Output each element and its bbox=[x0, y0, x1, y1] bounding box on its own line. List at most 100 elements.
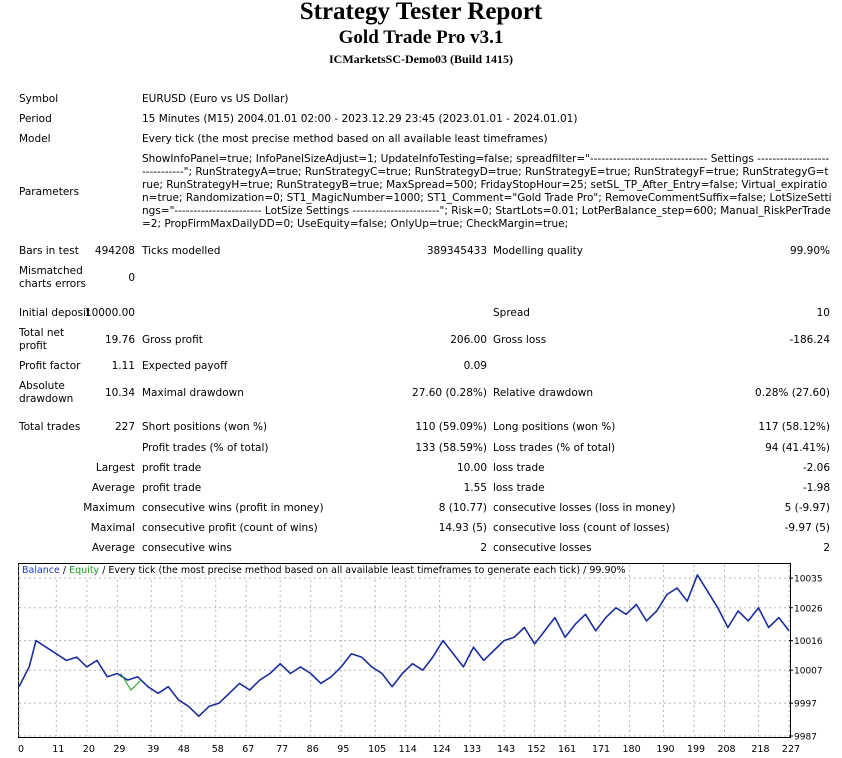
reldd-value: 0.28% (27.60) bbox=[755, 387, 830, 399]
x-tick-label: 48 bbox=[178, 744, 190, 755]
y-tick-label: 10007 bbox=[794, 667, 823, 677]
grossloss-value: -186.24 bbox=[789, 334, 830, 346]
ticks-value: 389345433 bbox=[426, 245, 487, 257]
long-label: Long positions (won %) bbox=[493, 421, 616, 433]
average-loss-label: loss trade bbox=[493, 482, 545, 494]
x-tick-label: 20 bbox=[83, 744, 95, 755]
ticks-label: Ticks modelled bbox=[142, 245, 221, 257]
grossprofit-label: Gross profit bbox=[142, 334, 203, 346]
parameters-value: ShowInfoPanel=true; InfoPanelSizeAdjust=… bbox=[142, 153, 832, 230]
x-tick-label: 67 bbox=[242, 744, 254, 755]
long-value: 117 (58.12%) bbox=[758, 421, 830, 433]
average-profit-label: profit trade bbox=[142, 482, 202, 494]
mismatch-label-2: charts errors bbox=[19, 278, 86, 290]
bars-label: Bars in test bbox=[19, 245, 79, 257]
x-tick-label: 95 bbox=[337, 744, 349, 755]
max-wins-value: 8 (10.77) bbox=[438, 502, 487, 514]
avgcons-losses-label: consecutive losses bbox=[493, 542, 592, 554]
x-tick-label: 199 bbox=[687, 744, 705, 755]
x-tick-label: 11 bbox=[52, 744, 64, 755]
short-label: Short positions (won %) bbox=[142, 421, 268, 433]
x-tick-label: 171 bbox=[592, 744, 610, 755]
server-build: ICMarketsSC-Demo03 (Build 1415) bbox=[329, 52, 513, 66]
mismatch-value: 0 bbox=[128, 272, 135, 284]
profitfactor-value: 1.11 bbox=[111, 360, 135, 372]
quality-label: Modelling quality bbox=[493, 245, 583, 257]
y-tick-label: 10016 bbox=[794, 637, 823, 647]
payoff-label: Expected payoff bbox=[142, 360, 228, 372]
maxdd-label: Maximal drawdown bbox=[142, 387, 244, 399]
x-tick-label: 29 bbox=[113, 744, 125, 755]
x-tick-label: 39 bbox=[147, 744, 159, 755]
average-profit-value: 1.55 bbox=[463, 482, 487, 494]
x-tick-label: 77 bbox=[276, 744, 288, 755]
legend-equity: Equity bbox=[69, 565, 100, 576]
largest-profit-label: profit trade bbox=[142, 462, 202, 474]
avgcons-losses-value: 2 bbox=[823, 542, 830, 554]
parameters-label: Parameters bbox=[19, 186, 80, 198]
absdd-value: 10.34 bbox=[104, 387, 135, 399]
y-tick-label: 9987 bbox=[794, 733, 817, 743]
mismatch-label-1: Mismatched bbox=[19, 265, 83, 277]
maximal-loss-value: -9.97 (5) bbox=[784, 522, 830, 534]
y-tick-label: 9997 bbox=[794, 700, 817, 710]
x-tick-label: 208 bbox=[717, 744, 735, 755]
largest-loss-label: loss trade bbox=[493, 462, 545, 474]
average-loss-value: -1.98 bbox=[802, 482, 830, 494]
netprofit-label-1: Total net bbox=[19, 327, 65, 339]
bars-value: 494208 bbox=[94, 245, 135, 257]
profitfactor-label: Profit factor bbox=[19, 360, 81, 372]
profittrades-value: 133 (58.59%) bbox=[415, 442, 487, 454]
reldd-label: Relative drawdown bbox=[493, 387, 594, 399]
x-tick-label: 180 bbox=[623, 744, 641, 755]
profittrades-label: Profit trades (% of total) bbox=[142, 442, 269, 454]
period-label: Period bbox=[19, 113, 52, 125]
legend-description: / Every tick (the most precise method ba… bbox=[99, 565, 626, 576]
x-tick-label: 227 bbox=[782, 744, 800, 755]
largest-label: Largest bbox=[95, 462, 135, 474]
spread-label: Spread bbox=[493, 307, 530, 319]
netprofit-label-2: profit bbox=[19, 340, 47, 352]
quality-value: 99.90% bbox=[789, 245, 830, 257]
model-value: Every tick (the most precise method base… bbox=[142, 133, 548, 145]
short-value: 110 (59.09%) bbox=[415, 421, 487, 433]
x-tick-label: 58 bbox=[212, 744, 224, 755]
largest-profit-value: 10.00 bbox=[456, 462, 487, 474]
max-wins-label: consecutive wins (profit in money) bbox=[142, 502, 324, 514]
x-tick-label: 161 bbox=[558, 744, 576, 755]
x-tick-label: 124 bbox=[433, 744, 451, 755]
x-tick-label: 143 bbox=[497, 744, 515, 755]
expert-name: Gold Trade Pro v3.1 bbox=[338, 27, 504, 48]
payoff-value: 0.09 bbox=[463, 360, 487, 372]
symbol-value: EURUSD (Euro vs US Dollar) bbox=[142, 93, 289, 105]
largest-loss-value: -2.06 bbox=[802, 462, 830, 474]
trades-label: Total trades bbox=[19, 421, 81, 433]
balance-chart-frame bbox=[18, 563, 791, 738]
maxdd-value: 27.60 (0.28%) bbox=[412, 387, 487, 399]
avgcons-wins-value: 2 bbox=[480, 542, 487, 554]
x-tick-label: 86 bbox=[307, 744, 319, 755]
x-tick-label: 105 bbox=[368, 744, 386, 755]
spread-value: 10 bbox=[816, 307, 830, 319]
max-losses-label: consecutive losses (loss in money) bbox=[493, 502, 676, 514]
maximal-loss-label: consecutive loss (count of losses) bbox=[493, 522, 670, 534]
period-value: 15 Minutes (M15) 2004.01.01 02:00 - 2023… bbox=[142, 113, 578, 125]
x-tick-label: 152 bbox=[528, 744, 546, 755]
legend-sep: / bbox=[59, 565, 70, 576]
average-label: Average bbox=[91, 482, 135, 494]
netprofit-value: 19.76 bbox=[104, 334, 135, 346]
deposit-label: Initial deposit bbox=[19, 307, 91, 319]
absdd-label-2: drawdown bbox=[19, 393, 74, 405]
x-tick-label: 0 bbox=[18, 744, 24, 755]
maximum-label: Maximum bbox=[83, 502, 135, 514]
maximal-label: Maximal bbox=[90, 522, 135, 534]
y-tick-label: 10026 bbox=[794, 604, 823, 614]
report-title: Strategy Tester Report bbox=[299, 0, 543, 25]
maximal-profit-label: consecutive profit (count of wins) bbox=[142, 522, 318, 534]
maximal-profit-value: 14.93 (5) bbox=[438, 522, 487, 534]
legend-balance: Balance bbox=[22, 565, 60, 576]
losstrades-label: Loss trades (% of total) bbox=[493, 442, 616, 454]
x-tick-label: 133 bbox=[463, 744, 481, 755]
symbol-label: Symbol bbox=[19, 93, 59, 105]
grossprofit-value: 206.00 bbox=[450, 334, 487, 346]
